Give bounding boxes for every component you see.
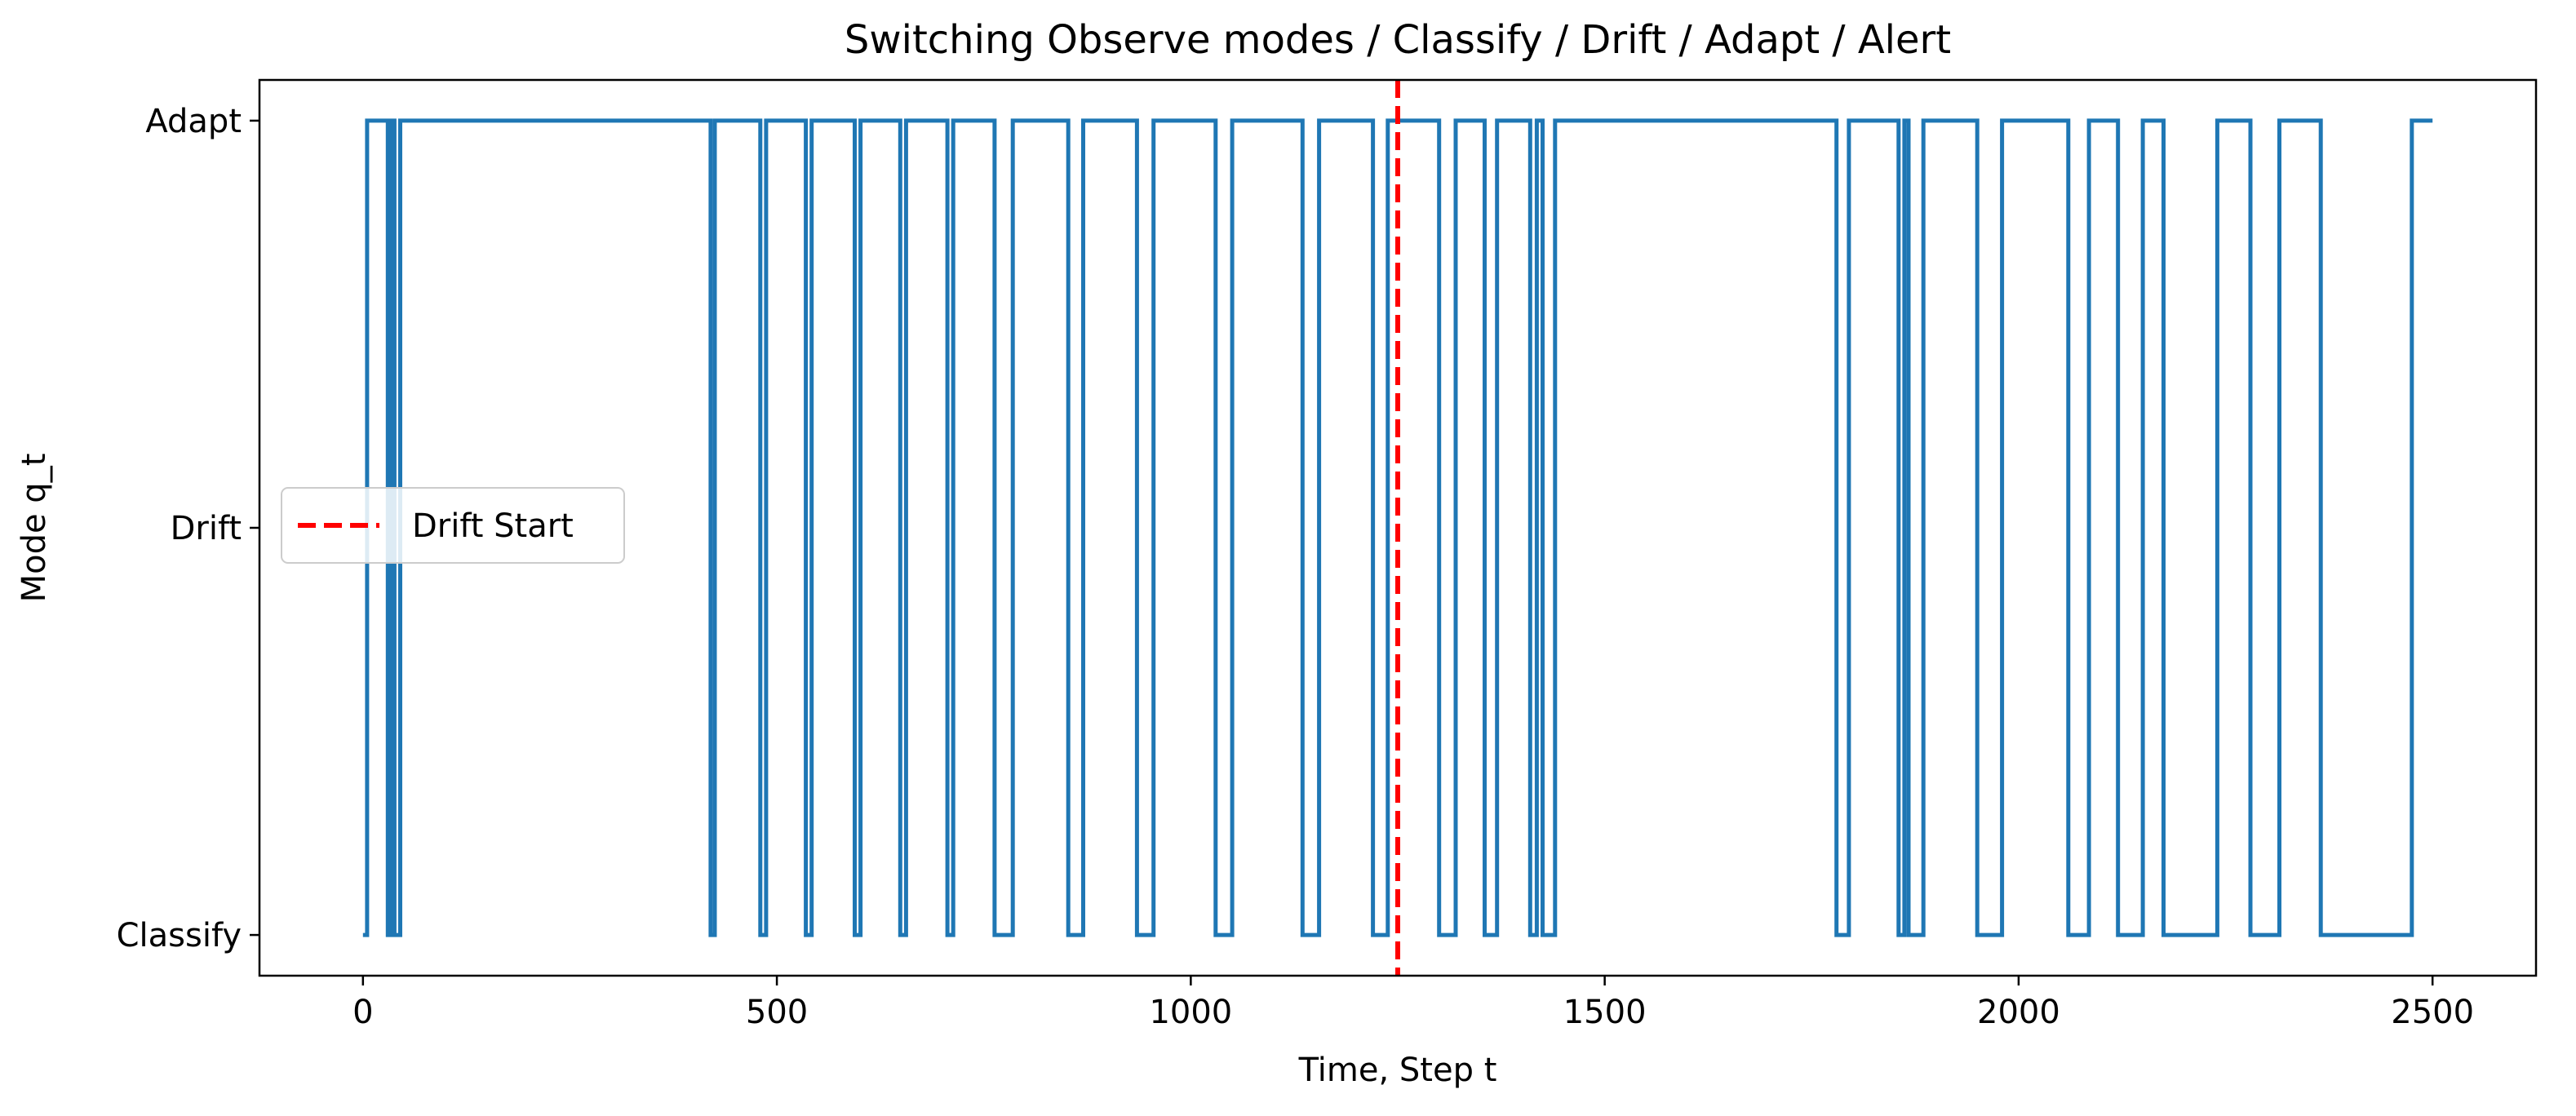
y-tick-label-drift: Drift [171,510,242,547]
x-tick-label: 0 [352,994,373,1031]
x-tick-label: 2500 [2391,994,2474,1031]
x-axis: 0 500 1000 1500 2000 2500 [352,976,2474,1031]
y-axis: Classify Drift Adapt [117,103,259,954]
x-tick-label: 1000 [1149,994,1232,1031]
legend-label-drift-start: Drift Start [412,507,574,545]
y-axis-title: Mode q_t [16,454,53,603]
x-tick-label: 500 [746,994,808,1031]
y-tick-label-classify: Classify [117,917,242,954]
chart-title: Switching Observe modes / Classify / Dri… [845,17,1951,63]
legend-box [281,487,625,564]
x-tick-label: 1500 [1563,994,1647,1031]
x-tick-label: 2000 [1977,994,2060,1031]
legend: Drift Start [281,487,625,564]
y-tick-label-adapt: Adapt [145,103,242,140]
axes-frame [258,78,2538,977]
x-axis-title: Time, Step t [1298,1052,1497,1089]
plot-area [362,80,2433,976]
series-line-mode-0 [362,118,2433,937]
